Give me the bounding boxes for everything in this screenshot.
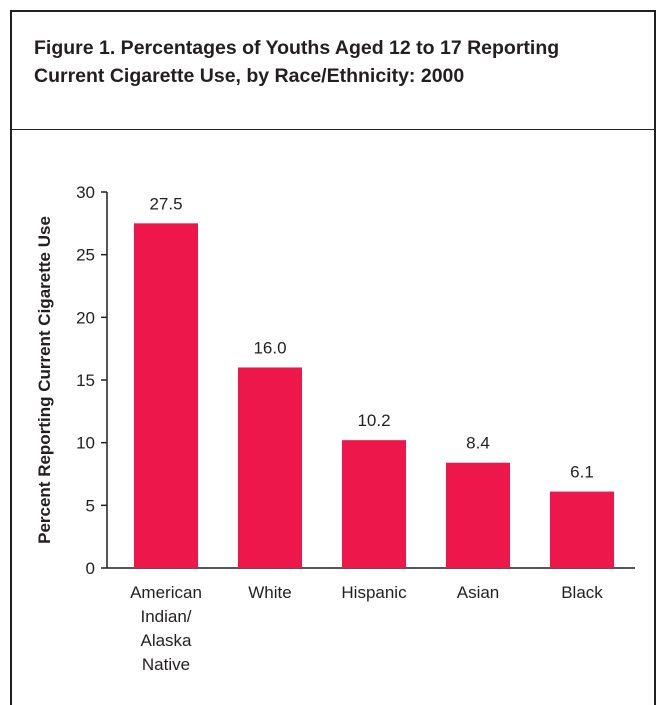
y-tick-label: 30 bbox=[76, 183, 95, 202]
data-label: 16.0 bbox=[253, 338, 286, 357]
data-label: 10.2 bbox=[357, 411, 390, 430]
x-tick-label: Hispanic bbox=[341, 583, 407, 602]
bar bbox=[238, 367, 302, 568]
y-tick-label: 5 bbox=[86, 496, 95, 515]
x-tick-label: Native bbox=[142, 655, 190, 674]
title-box: Figure 1. Percentages of Youths Aged 12 … bbox=[10, 10, 656, 130]
x-tick-label: American bbox=[130, 583, 202, 602]
data-label: 8.4 bbox=[466, 434, 490, 453]
x-tick-label: Black bbox=[561, 583, 603, 602]
x-tick-label: Asian bbox=[457, 583, 500, 602]
bar bbox=[550, 491, 614, 568]
bar bbox=[446, 462, 510, 568]
data-label: 6.1 bbox=[570, 463, 594, 482]
chart-title: Figure 1. Percentages of Youths Aged 12 … bbox=[34, 37, 560, 87]
x-tick-label: White bbox=[248, 583, 291, 602]
bar bbox=[342, 440, 406, 568]
y-tick-label: 15 bbox=[76, 371, 95, 390]
y-tick-label: 0 bbox=[86, 559, 95, 578]
x-tick-label: Indian/ bbox=[140, 607, 191, 626]
y-axis-label: Percent Reporting Current Cigarette Use bbox=[35, 216, 54, 544]
y-tick-label: 25 bbox=[76, 246, 95, 265]
x-tick-label: Alaska bbox=[140, 631, 192, 650]
figure-frame bbox=[10, 10, 656, 705]
y-tick-label: 20 bbox=[76, 308, 95, 327]
bar bbox=[134, 223, 198, 569]
data-label: 27.5 bbox=[149, 194, 182, 213]
y-tick-label: 10 bbox=[76, 434, 95, 453]
